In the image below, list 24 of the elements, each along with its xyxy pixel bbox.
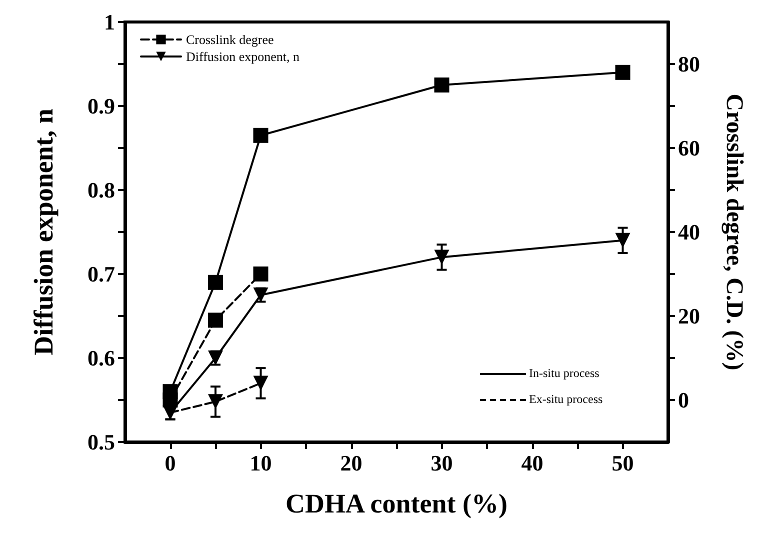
y2-tick-label: 0 [678, 388, 689, 412]
x-tick-label: 20 [340, 450, 362, 476]
legend-label: Crosslink degree [186, 32, 274, 47]
y2-tick-label: 20 [678, 304, 700, 328]
y2-tick-label: 60 [678, 136, 700, 160]
y-tick-label: 0.6 [88, 346, 115, 370]
y-tick-label: 0.9 [88, 94, 115, 118]
x-tick-label: 30 [430, 450, 453, 476]
y2-axis-title: Crosslink degree, C.D. (%) [721, 94, 747, 370]
annotation: Ex-situ process [529, 392, 603, 407]
y-tick-label: 0.5 [88, 430, 115, 454]
x-tick-label: 40 [521, 450, 544, 476]
y2-tick-label: 80 [678, 52, 700, 76]
x-axis-title: CDHA content (%) [286, 488, 508, 518]
y-tick-label: 0.8 [88, 178, 115, 202]
y2-tick-label: 40 [678, 220, 700, 244]
x-tick-label: 10 [250, 450, 272, 476]
legend-label: Diffusion exponent, n [186, 49, 300, 64]
y-tick-label: 1 [104, 10, 115, 34]
y-axis-title: Diffusion exponent, n [28, 108, 58, 356]
x-tick-label: 50 [612, 450, 634, 476]
annotation: In-situ process [529, 366, 600, 381]
x-tick-label: 0 [164, 450, 176, 476]
y-tick-label: 0.7 [88, 262, 115, 286]
